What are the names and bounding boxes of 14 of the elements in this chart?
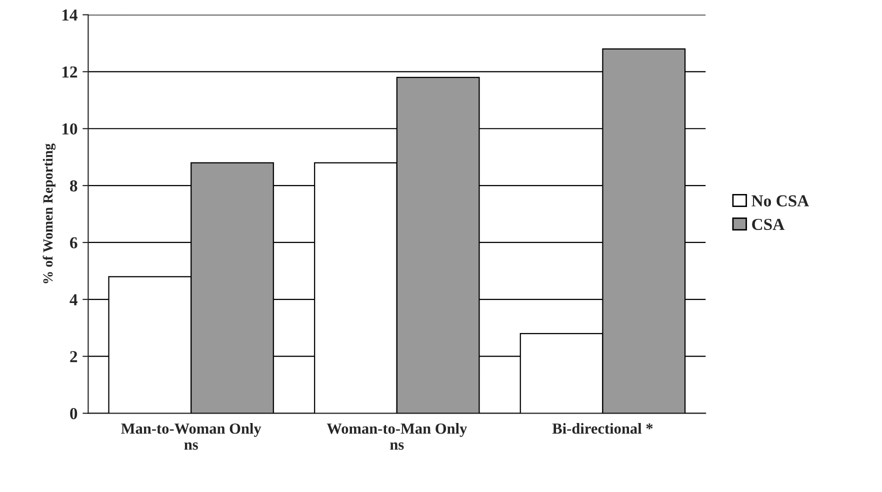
y-tick-label: 10: [62, 123, 78, 135]
y-tick-label: 2: [70, 351, 78, 362]
legend-label: CSA: [752, 218, 784, 230]
y-tick-label: 0: [70, 408, 78, 420]
y-tick-label: 12: [62, 66, 78, 78]
x-tick-label: Woman-to-Man Only ns: [326, 423, 467, 450]
x-tick-label: Man-to-Woman Only ns: [121, 423, 262, 450]
y-tick-label: 6: [70, 237, 78, 248]
legend-label: No CSA: [752, 195, 810, 206]
y-tick-label: 14: [62, 10, 78, 21]
y-axis-title: % of Women Reporting: [42, 143, 56, 284]
x-tick-label: Bi-directional *: [552, 423, 653, 434]
y-tick-label: 8: [70, 180, 78, 192]
y-tick-label: 4: [70, 294, 78, 306]
